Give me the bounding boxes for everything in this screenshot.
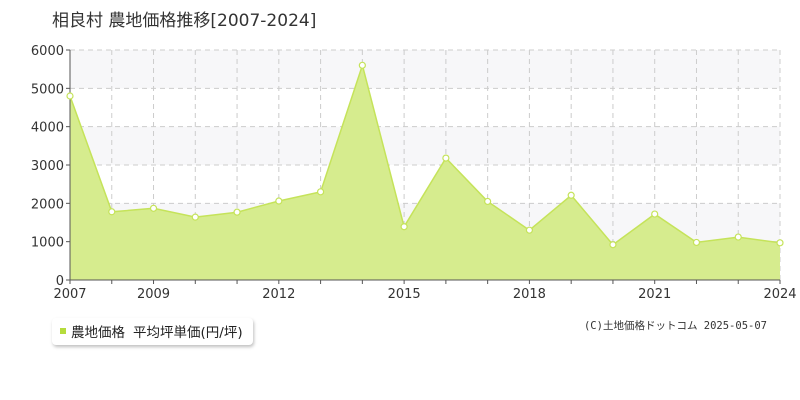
copyright-text: (C)土地価格ドットコム 2025-05-07: [584, 319, 767, 332]
data-point[interactable]: [191, 213, 199, 221]
grid-band: [70, 126, 780, 165]
data-point[interactable]: [108, 208, 116, 216]
data-point[interactable]: [734, 233, 742, 241]
data-point[interactable]: [400, 223, 408, 231]
data-point[interactable]: [275, 197, 283, 205]
legend-series-label: 農地価格: [71, 325, 125, 341]
data-point[interactable]: [358, 61, 366, 69]
grid-band: [70, 50, 780, 89]
x-tick-label: 2015: [388, 287, 421, 302]
x-tick-label: 2018: [513, 287, 546, 302]
data-point[interactable]: [66, 92, 74, 100]
y-tick-label: 4000: [31, 121, 64, 136]
data-point[interactable]: [149, 204, 158, 212]
x-tick-label: 2012: [262, 287, 295, 302]
data-points: [66, 61, 784, 249]
data-point[interactable]: [484, 197, 492, 206]
legend-unit-label: 平均坪単価(円/坪): [133, 325, 243, 341]
legend: 農地価格 平均坪単価(円/坪): [52, 318, 253, 345]
data-point[interactable]: [776, 239, 784, 247]
data-point[interactable]: [525, 226, 534, 234]
data-point[interactable]: [233, 208, 241, 216]
y-tick-label: 0: [56, 274, 64, 289]
y-tick-label: 1000: [31, 236, 64, 251]
data-point[interactable]: [692, 238, 701, 247]
series-area: [70, 65, 780, 280]
series-line: [69, 62, 781, 246]
y-tick-label: 2000: [31, 197, 64, 212]
data-point[interactable]: [316, 188, 325, 196]
legend-marker-icon: [60, 328, 66, 334]
chart-title: 相良村 農地価格推移[2007-2024]: [52, 11, 316, 31]
data-point[interactable]: [442, 154, 450, 162]
data-point[interactable]: [651, 210, 659, 218]
y-tick-label: 6000: [31, 44, 64, 59]
axes: [66, 49, 781, 284]
x-tick-label: 2024: [763, 287, 796, 302]
x-tick-label: 2009: [137, 287, 170, 302]
data-point[interactable]: [609, 241, 617, 249]
data-point[interactable]: [567, 191, 575, 199]
x-tick-label: 2021: [638, 287, 671, 302]
y-tick-label: 5000: [31, 82, 64, 97]
x-tick-labels: 2007 2009 2012 2015 2018 2021 2024: [53, 287, 796, 302]
x-tick-label: 2007: [53, 287, 86, 302]
y-tick-labels: 0 1000 2000 3000 4000 5000 6000: [31, 44, 64, 289]
y-tick-label: 3000: [31, 159, 64, 174]
